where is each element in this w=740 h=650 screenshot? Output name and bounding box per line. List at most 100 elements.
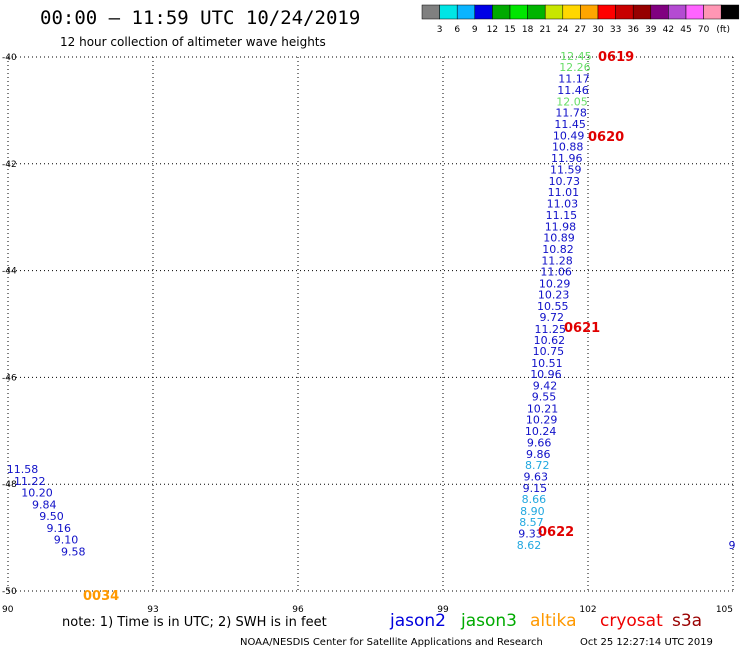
colorbar-swatch [474, 4, 493, 20]
latitude-tick: -42 [2, 160, 17, 170]
wave-height-label: 10.62 [534, 334, 566, 347]
wave-height-label: 11.15 [546, 209, 578, 222]
wave-height-label: 10.55 [537, 300, 569, 313]
colorbar-label: 3 [437, 25, 443, 35]
wave-height-label: 11.06 [540, 266, 572, 279]
colorbar-label: 6 [454, 25, 460, 35]
colorbar-label: 42 [663, 25, 674, 35]
latitude-tick-labels: -40 -42 -44 -46 -48 -50 [2, 53, 17, 597]
wave-height-label: 9.10 [54, 534, 79, 547]
wave-height-label: 9.33 [518, 527, 543, 540]
wave-height-label: 11.46 [557, 84, 589, 97]
wave-height-label: 9.55 [532, 391, 557, 404]
longitude-tick: 96 [292, 605, 304, 615]
wave-height-label: 10.96 [530, 368, 562, 381]
legend-jason2: jason2 [389, 611, 446, 631]
wave-height-label: 9.72 [540, 311, 565, 324]
wave-height-label: 8.57 [519, 516, 544, 529]
legend-jason3: jason3 [460, 611, 517, 631]
latitude-tick: -40 [2, 53, 17, 63]
longitude-tick: 105 [716, 605, 733, 615]
wave-height-label: 11.96 [551, 152, 583, 165]
wave-height-label: 9.15 [523, 482, 548, 495]
colorbar-label: 45 [680, 25, 691, 35]
wave-height-label: 10.29 [539, 277, 571, 290]
colorbar-label: 24 [557, 25, 569, 35]
wave-height-label: 12.45 [560, 50, 592, 63]
wave-height-label: 10.89 [543, 231, 575, 244]
colorbar-swatch [421, 4, 440, 20]
wave-height-label: 8.66 [522, 493, 547, 506]
colorbar-label: (ft) [716, 25, 730, 35]
wave-height-label: 10.20 [21, 487, 53, 500]
wave-height-label: 10.75 [533, 345, 565, 358]
colorbar-swatch [544, 4, 564, 20]
wave-height-label: 10.73 [549, 175, 581, 188]
wave-height-label: 11.17 [558, 72, 590, 85]
page-subtitle: 12 hour collection of altimeter wave hei… [60, 35, 326, 49]
longitude-tick-labels: 90 93 96 99 102 105 [2, 605, 733, 615]
wave-height-label: 8.62 [517, 539, 542, 552]
wave-height-label: 11.28 [541, 254, 573, 267]
colorbar-swatch [668, 4, 687, 20]
wave-height-label: 8.90 [520, 505, 545, 518]
footer-timestamp: Oct 25 12:27:14 UTC 2019 [580, 637, 713, 648]
observation-labels: 12.4512.2611.1711.4612.0511.7811.4510.49… [7, 50, 736, 559]
colorbar-label: 39 [645, 25, 657, 35]
colorbar-label: 12 [487, 25, 498, 35]
colorbar-label: 9 [472, 25, 478, 35]
wave-height-label: 11.25 [535, 323, 567, 336]
wave-height-label: 9.42 [533, 379, 558, 392]
wave-height-label: 11.01 [548, 186, 580, 199]
colorbar-label: 27 [575, 25, 586, 35]
colorbar-label: 18 [522, 25, 534, 35]
colorbar-swatch [580, 4, 599, 20]
colorbar-swatch [439, 4, 458, 20]
colorbar-label: 70 [698, 25, 710, 35]
wave-height-label: 12.26 [559, 61, 591, 74]
wave-height-label: 10.88 [552, 141, 584, 154]
wave-height-label: 9.86 [526, 448, 551, 461]
wave-height-label: 9.84 [32, 498, 57, 511]
wave-height-label: 8.72 [525, 459, 550, 472]
colorbar-swatch [650, 4, 669, 20]
wave-height-label: 9 [729, 539, 736, 552]
wave-height-label: 10.24 [525, 425, 557, 438]
wave-height-label: 12.05 [556, 95, 588, 108]
wave-height-label: 10.49 [553, 129, 585, 142]
colorbar-swatch [615, 4, 634, 20]
pass-label: 0621 [564, 321, 600, 336]
latitude-tick: -48 [2, 480, 17, 490]
pass-labels: 0619 0620 0621 0622 0034 [83, 50, 634, 604]
legend-s3a: s3a [672, 611, 702, 631]
wave-height-label: 11.98 [545, 220, 577, 233]
latitude-tick: -44 [2, 267, 17, 277]
wave-height-label: 10.21 [527, 402, 559, 415]
colorbar-swatch [527, 4, 546, 20]
footer-credit: NOAA/NESDIS Center for Satellite Applica… [240, 637, 543, 648]
wave-height-label: 9.16 [47, 522, 72, 535]
wave-height-label: 11.03 [547, 197, 579, 210]
legend-note: note: 1) Time is in UTC; 2) SWH is in fe… [62, 615, 327, 630]
wave-height-colorbar: 3 6 9 12 15 18 21 24 27 30 33 36 39 42 45 70 (ft) [421, 4, 740, 35]
colorbar-swatch [492, 4, 511, 20]
wave-height-label: 10.51 [531, 357, 563, 370]
wave-height-label: 11.58 [7, 463, 39, 476]
latitude-tick: -50 [2, 587, 17, 597]
colorbar-swatch [597, 4, 616, 20]
wave-height-label: 9.50 [39, 510, 64, 523]
colorbar-swatch [456, 4, 476, 20]
longitude-tick: 102 [579, 605, 596, 615]
colorbar-label: 15 [504, 25, 515, 35]
latitude-tick: -46 [2, 373, 17, 383]
map-grid [7, 56, 734, 592]
wave-height-label: 11.45 [554, 118, 586, 131]
colorbar-swatch [562, 4, 581, 20]
pass-label: 0620 [588, 130, 624, 145]
colorbar-label: 36 [627, 25, 639, 35]
colorbar-swatch [685, 4, 704, 20]
pass-label: 0622 [538, 525, 574, 540]
pass-label: 0034 [83, 589, 119, 604]
pass-label: 0619 [598, 50, 634, 65]
